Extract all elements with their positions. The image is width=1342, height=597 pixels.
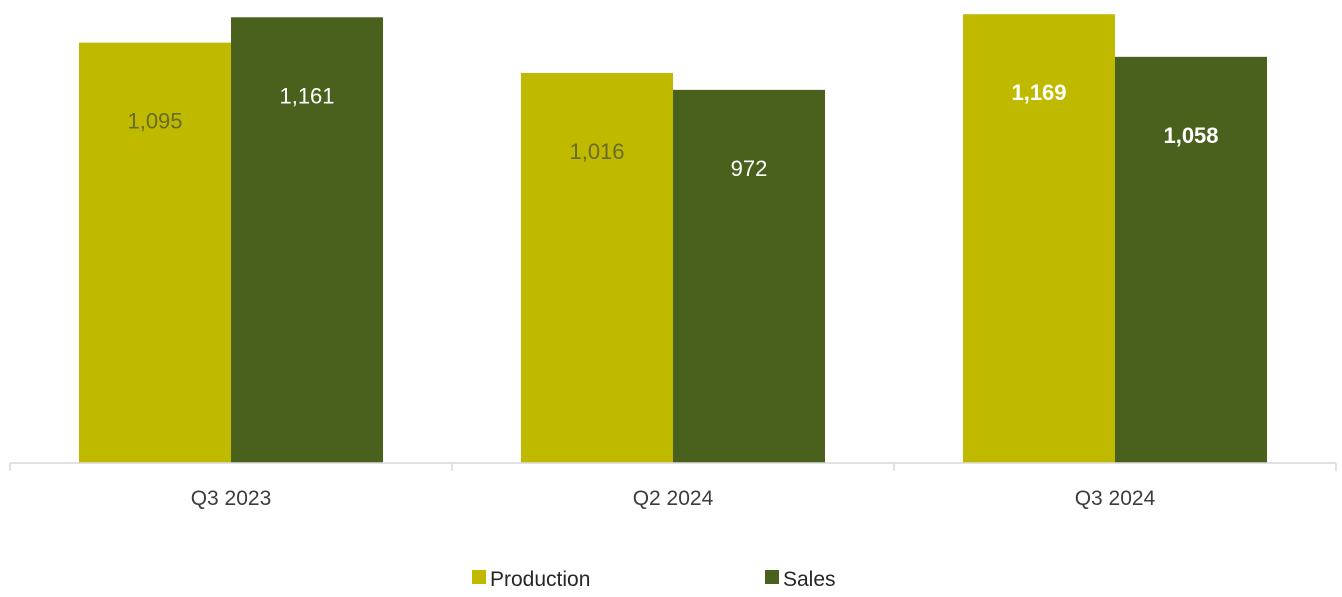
legend: Production Sales (472, 568, 836, 591)
bar-sales-q3-2023 (231, 17, 383, 463)
x-axis: Q3 2023 Q2 2024 Q3 2024 (9, 462, 1337, 510)
x-tick-label: Q3 2023 (191, 487, 272, 510)
bar-production-q2-2024 (521, 72, 673, 463)
bar-production-q3-2024 (963, 14, 1115, 464)
bar-sales-q2-2024 (673, 89, 825, 464)
data-label-sales-q3-2023: 1,161 (279, 83, 334, 108)
data-label-sales-q2-2024: 972 (731, 156, 768, 181)
bar-production-q3-2023 (79, 42, 231, 464)
data-label-production-q3-2023: 1,095 (127, 109, 182, 134)
data-label-sales-q3-2024: 1,058 (1163, 123, 1218, 148)
legend-label-sales: Sales (783, 568, 836, 591)
bars-layer (79, 14, 1267, 464)
legend-swatch-production (472, 570, 486, 584)
bar-sales-q3-2024 (1115, 56, 1267, 463)
x-tick-label: Q3 2024 (1075, 487, 1156, 510)
legend-label-production: Production (490, 568, 590, 591)
x-tick-label: Q2 2024 (633, 487, 714, 510)
data-label-production-q3-2024: 1,169 (1011, 80, 1066, 105)
data-labels-layer: 1,095 1,161 1,016 972 1,169 1,058 (127, 80, 1218, 181)
data-label-production-q2-2024: 1,016 (569, 139, 624, 164)
legend-swatch-sales (765, 570, 779, 584)
